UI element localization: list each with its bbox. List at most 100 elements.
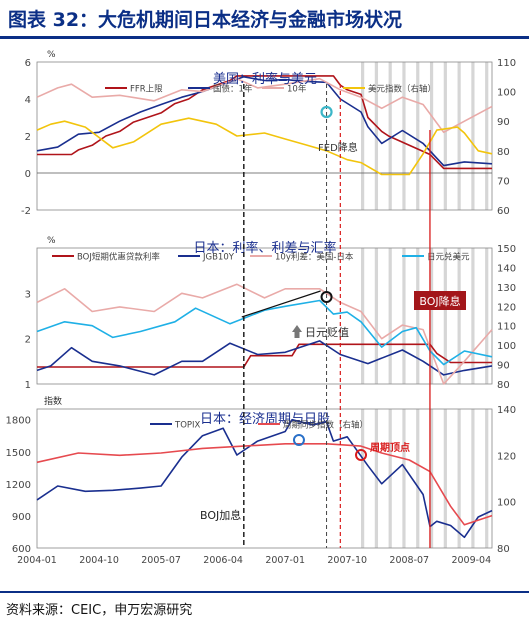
crisis-shade-bar	[429, 62, 434, 210]
right-tick-label: 140	[497, 405, 516, 416]
crisis-shade-bar	[402, 409, 406, 548]
series-line	[36, 340, 493, 376]
right-tick-label: 140	[497, 263, 516, 274]
legend-label: 周期同步指数（右轴）	[283, 420, 368, 431]
crisis-shade-bar	[402, 62, 406, 210]
figure-title: 图表 32：大危机期间日本经济与金融市场状况	[8, 9, 403, 31]
series-line	[36, 283, 493, 385]
left-tick-label: 1800	[6, 416, 31, 427]
yen-trend-arrow	[241, 290, 321, 318]
left-axis-unit: %	[47, 50, 56, 60]
marker-circle	[320, 291, 333, 303]
left-tick-label: 2	[25, 335, 31, 346]
left-tick-label: 3	[25, 289, 31, 300]
left-tick-label: 1500	[6, 448, 31, 459]
crisis-shade-bar	[443, 62, 447, 210]
right-tick-label: 70	[497, 176, 510, 187]
crisis-shade-bar	[457, 248, 461, 384]
right-tick-label: 120	[497, 302, 516, 313]
crisis-shade-bar	[485, 409, 489, 548]
crisis-shade-bar	[485, 248, 489, 384]
x-tick-label: 2006-04	[203, 555, 243, 566]
annotation-yen-depreciation: 日元贬值	[305, 326, 349, 339]
x-tick-label: 2007-01	[265, 555, 305, 566]
left-axis-unit: 指数	[44, 395, 62, 407]
right-tick-label: 80	[497, 544, 510, 555]
series-line	[36, 117, 493, 176]
x-tick-label: 2008-07	[389, 555, 429, 566]
left-tick-label: 900	[12, 512, 31, 523]
legend-label: TOPIX	[174, 421, 201, 431]
series-line	[36, 75, 493, 167]
marker-circle	[292, 434, 305, 446]
crisis-shade-bar	[457, 62, 461, 210]
crisis-shade-bar	[471, 62, 475, 210]
right-tick-label: 100	[497, 498, 516, 509]
x-tick-label: 2004-01	[17, 555, 57, 566]
left-tick-label: 0	[25, 169, 31, 180]
x-tick-label: 2009-04	[451, 555, 491, 566]
crisis-shade-bar	[443, 409, 447, 548]
crisis-shade-bar	[361, 409, 365, 548]
crisis-shade-bar	[416, 62, 420, 210]
series-line	[36, 442, 493, 526]
crisis-shade-bar	[416, 409, 420, 548]
up-arrow-icon	[294, 332, 300, 338]
left-axis-unit: %	[47, 236, 56, 246]
panel-frame	[36, 61, 493, 211]
panel-title: 美国：利率与美元	[213, 71, 317, 87]
legend-label: 日元兑美元	[427, 252, 470, 263]
series-line	[36, 77, 493, 134]
legend-label: 10年	[287, 84, 307, 95]
left-tick-label: 1200	[6, 480, 31, 491]
boj-cut-badge	[414, 291, 466, 310]
legend-label: FFR上限	[130, 85, 163, 95]
right-tick-label: 150	[497, 244, 516, 255]
right-tick-label: 90	[497, 361, 510, 372]
right-tick-label: 60	[497, 206, 510, 217]
right-tick-label: 80	[497, 147, 510, 158]
left-tick-label: 2	[25, 132, 31, 143]
left-tick-label: 6	[25, 58, 31, 69]
right-tick-label: 130	[497, 283, 516, 294]
crisis-shade-bar	[361, 248, 365, 384]
right-tick-label: 90	[497, 117, 510, 128]
series-line	[37, 75, 492, 170]
right-tick-label: 110	[497, 322, 516, 333]
crisis-shade-bar	[471, 409, 475, 548]
legend-label: BOJ短期优惠贷款利率	[77, 252, 160, 263]
marker-circle	[320, 105, 333, 119]
marker-circle	[355, 449, 368, 461]
annotation-fed-cut: FED降息	[318, 141, 358, 154]
series-line	[37, 343, 492, 368]
crisis-shade-bar	[429, 409, 434, 548]
chart-figure: -2 0 2 4 6 60 70 80 90 100 110% 美国：利率与美元 FFR上限 国债：1年 1…	[6, 50, 517, 566]
right-tick-label: 100	[497, 88, 516, 99]
crisis-shade-bar	[443, 248, 447, 384]
right-tick-label: 100	[497, 341, 516, 352]
right-tick-label: 110	[497, 58, 516, 69]
panel-title: 日本：利率、利差与汇率	[193, 240, 336, 256]
annotation-boj-hike: BOJ加息	[200, 508, 241, 522]
crisis-shade-bar	[429, 248, 434, 384]
right-tick-label: 80	[497, 380, 510, 391]
crisis-shade-bar	[388, 248, 392, 384]
crisis-shade-bar	[388, 409, 392, 548]
legend-label: JGB10Y	[202, 253, 235, 263]
panel-frame	[36, 247, 493, 385]
series-line	[36, 299, 493, 366]
source-note: 资料来源：CEIC，申万宏源研究	[6, 603, 193, 618]
x-tick-label: 2004-10	[79, 555, 119, 566]
panel-title: 日本：经济周期与日股	[200, 412, 330, 427]
crisis-shade-bar	[361, 62, 365, 210]
annotation-cycle-peak: 周期顶点	[370, 441, 410, 454]
crisis-shade-bar	[457, 409, 461, 548]
left-tick-label: 1	[25, 380, 31, 391]
x-tick-label: 2005-07	[141, 555, 181, 566]
legend-label: 美元指数（右轴）	[368, 84, 436, 95]
up-arrow-icon	[292, 325, 302, 332]
crisis-shade-bar	[374, 248, 379, 384]
series-line	[36, 418, 493, 539]
left-tick-label: 4	[25, 95, 31, 106]
crisis-shade-bar	[471, 248, 475, 384]
